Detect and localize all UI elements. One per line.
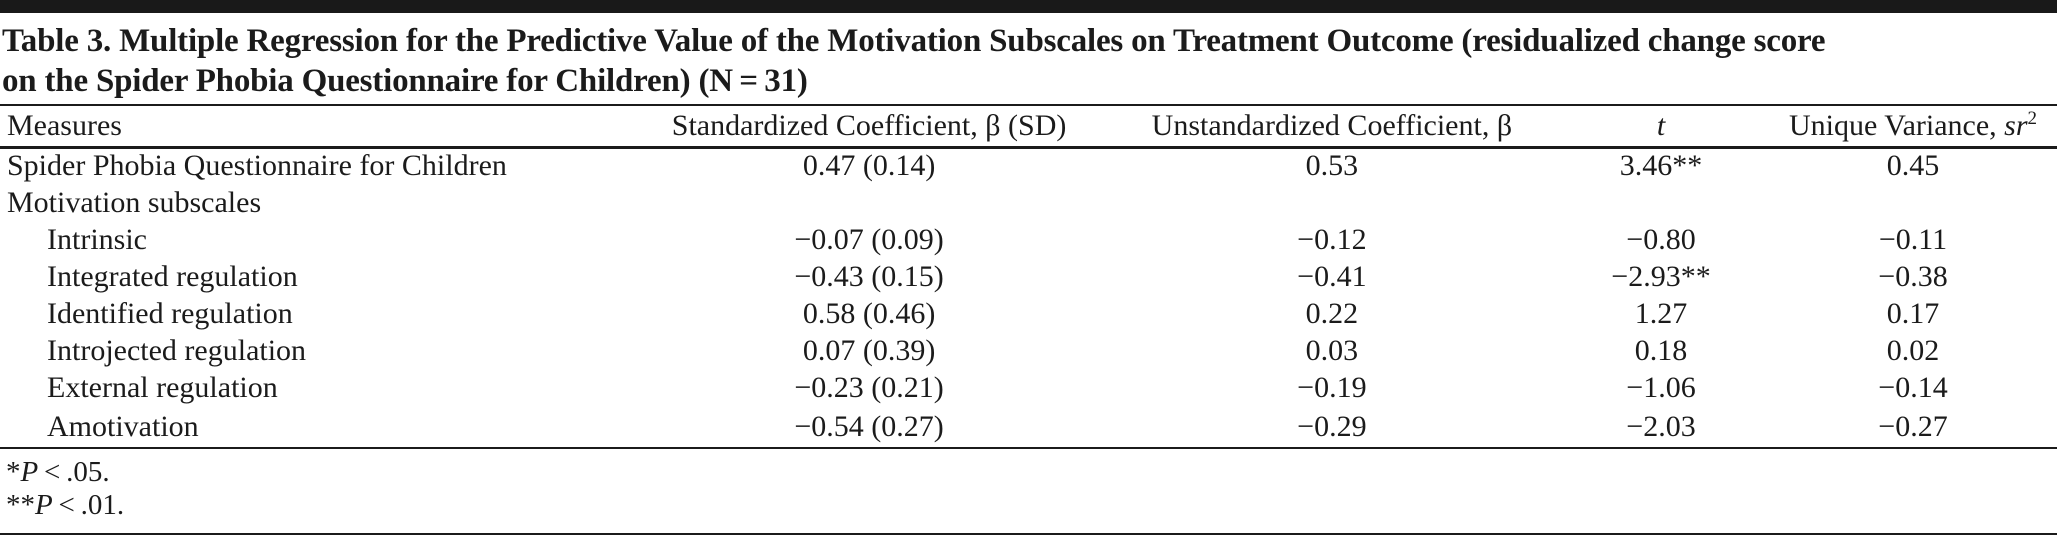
row-external-regulation: External regulation −0.23 (0.21) −0.19 −… [0, 369, 2057, 406]
unstd-coefficient-cell: 0.53 [1305, 149, 1359, 183]
row-amotivation: Amotivation −0.54 (0.27) −0.29 −2.03 −0.… [0, 406, 2057, 448]
footnote-marker: ** [6, 489, 35, 521]
footnote-condition: < .05. [38, 456, 110, 488]
unique-variance-cell: 0.17 [1886, 296, 1940, 330]
unstd-coefficient-cell: −0.29 [1297, 409, 1367, 443]
footnote-marker: * [6, 456, 21, 488]
row-integrated-regulation: Integrated regulation −0.43 (0.15) −0.41… [0, 258, 2057, 295]
footnote-p-symbol: P [20, 456, 39, 488]
column-header-standardized-coefficient: Standardized Coefficient, β (SD) [627, 105, 1111, 149]
row-identified-regulation: Identified regulation 0.58 (0.46) 0.22 1… [0, 295, 2057, 332]
table-header-row: Measures Standardized Coefficient, β (SD… [0, 105, 2057, 149]
footnote-p-symbol: P [35, 489, 53, 521]
unique-variance-cell: −0.11 [1878, 222, 1948, 256]
t-value-cell: −1.06 [1626, 370, 1696, 404]
std-coefficient-cell: 0.47 (0.14) [802, 149, 936, 183]
t-value-cell: 0.18 [1634, 333, 1688, 367]
table-title: Table 3. Multiple Regression for the Pre… [0, 13, 2057, 101]
measure-cell: Integrated regulation [47, 259, 298, 293]
regression-table: Measures Standardized Coefficient, β (SD… [0, 104, 2057, 449]
footnote-p05: *P < .05. [6, 456, 2057, 489]
row-intrinsic: Intrinsic −0.07 (0.09) −0.12 −0.80 −0.11 [0, 221, 2057, 258]
column-header-measures: Measures [0, 105, 628, 149]
unstd-coefficient-cell [1111, 184, 1553, 221]
unique-variance-cell [1769, 184, 2057, 221]
footnote-p01: **P < .01. [6, 489, 2057, 522]
measure-cell: External regulation [47, 370, 278, 404]
unstd-coefficient-cell: 0.22 [1305, 296, 1359, 330]
bottom-divider-rule [0, 533, 2057, 535]
row-introjected-regulation: Introjected regulation 0.07 (0.39) 0.03 … [0, 332, 2057, 369]
unique-variance-cell: −0.14 [1878, 370, 1948, 404]
std-coefficient-cell [627, 184, 1110, 221]
measure-cell: Intrinsic [47, 222, 147, 256]
unstd-coefficient-cell: −0.12 [1297, 222, 1367, 256]
unique-variance-cell: 0.45 [1886, 149, 1940, 183]
row-spider-phobia-questionnaire: Spider Phobia Questionnaire for Children… [0, 147, 2057, 184]
unstd-coefficient-cell: −0.19 [1297, 370, 1367, 404]
t-value-cell: 3.46** [1619, 149, 1703, 183]
t-value-cell: −0.80 [1626, 222, 1696, 256]
measure-cell: Identified regulation [47, 296, 293, 330]
unique-variance-cell: −0.38 [1878, 259, 1948, 293]
table-footnotes: *P < .05. **P < .01. [0, 449, 2057, 522]
unstd-coefficient-cell: 0.03 [1305, 333, 1359, 367]
column-header-t: t [1553, 105, 1769, 149]
table-title-line-2: on the Spider Phobia Questionnaire for C… [2, 63, 808, 99]
measure-cell: Spider Phobia Questionnaire for Children [7, 149, 507, 183]
measure-cell: Introjected regulation [47, 333, 307, 367]
column-header-unique-variance: Unique Variance, sr2 [1769, 105, 2057, 149]
std-coefficient-cell: 0.07 (0.39) [802, 333, 936, 367]
unique-variance-cell: −0.27 [1878, 409, 1948, 443]
t-value-cell: −2.03 [1626, 409, 1696, 443]
unstd-coefficient-cell: −0.41 [1297, 259, 1367, 293]
measure-cell: Amotivation [47, 409, 199, 443]
t-value-cell: 1.27 [1634, 296, 1688, 330]
std-coefficient-cell: −0.23 (0.21) [794, 370, 944, 404]
footnote-condition: < .01. [52, 489, 125, 521]
row-motivation-subscales-group: Motivation subscales [0, 184, 2057, 221]
std-coefficient-cell: −0.07 (0.09) [794, 222, 944, 256]
t-value-cell [1553, 184, 1769, 221]
table-title-line-1: Table 3. Multiple Regression for the Pre… [2, 23, 1826, 59]
unique-variance-cell: 0.02 [1886, 333, 1940, 367]
std-coefficient-cell: 0.58 (0.46) [802, 296, 936, 330]
top-divider-bar [0, 0, 2057, 13]
t-value-cell: −2.93** [1611, 259, 1711, 293]
column-header-unstandardized-coefficient: Unstandardized Coefficient, β [1110, 105, 1554, 149]
std-coefficient-cell: −0.43 (0.15) [794, 259, 944, 293]
std-coefficient-cell: −0.54 (0.27) [794, 409, 944, 443]
measure-cell: Motivation subscales [7, 185, 262, 219]
